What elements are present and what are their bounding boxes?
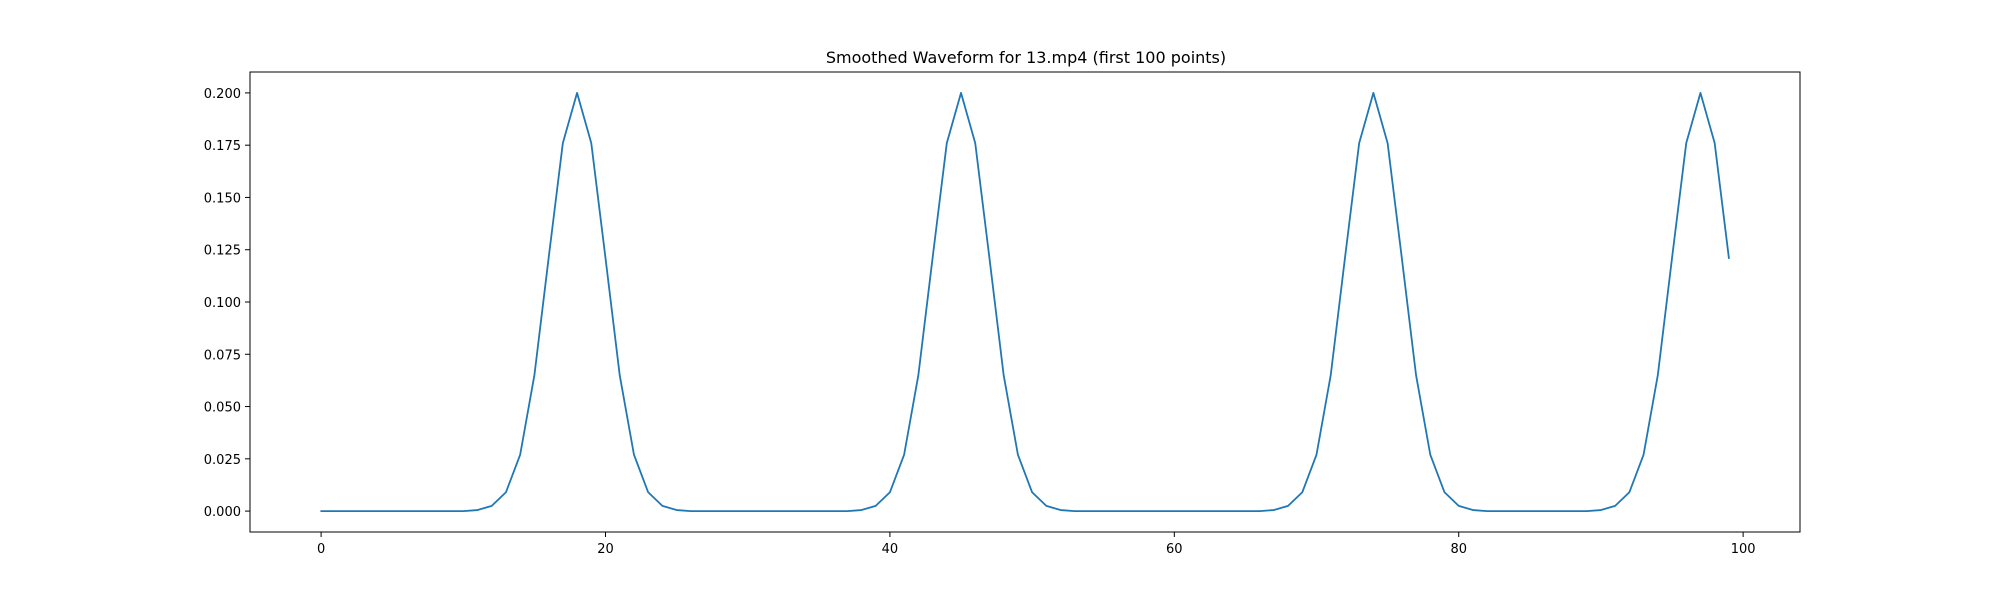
waveform-line	[320, 92, 1730, 512]
x-tick-label: 0	[317, 542, 325, 557]
y-tick-label: 0.200	[204, 87, 241, 102]
x-tick-label: 60	[1166, 542, 1183, 557]
y-tick-label: 0.075	[204, 348, 241, 363]
y-tick-label: 0.125	[204, 244, 241, 259]
x-tick-label: 40	[882, 542, 899, 557]
y-tick-label: 0.100	[204, 296, 241, 311]
y-tick-label: 0.150	[204, 191, 241, 206]
x-tick-label: 20	[597, 542, 614, 557]
plot-area-frame	[249, 71, 1801, 533]
y-tick-label: 0.050	[204, 401, 241, 416]
y-tick-label: 0.025	[204, 453, 241, 468]
x-axis: 0 20 40 60 80 100	[317, 532, 1756, 557]
y-axis: 0.000 0.025 0.050 0.075 0.100 0.125 0.150 0.175…	[204, 87, 250, 520]
y-tick-label: 0.000	[204, 505, 241, 520]
series-layer	[320, 92, 1730, 512]
x-tick-label: 100	[1731, 542, 1756, 557]
chart-title: Smoothed Waveform for 13.mp4 (first 100 …	[826, 48, 1226, 67]
x-tick-label: 80	[1450, 542, 1467, 557]
y-tick-label: 0.175	[204, 139, 241, 154]
